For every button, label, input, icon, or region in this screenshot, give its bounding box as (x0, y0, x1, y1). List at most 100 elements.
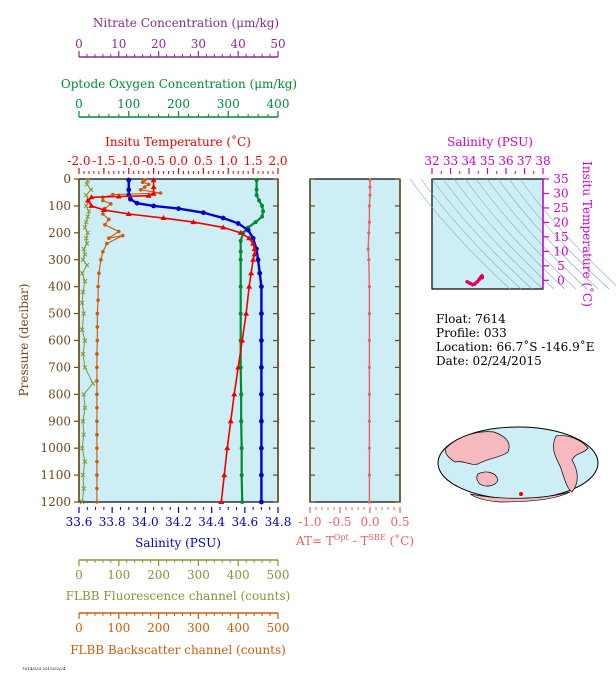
map-land-antarctica (469, 491, 571, 503)
insitu-temperature-point (190, 219, 197, 225)
flbb-fluorescence-channel-point (80, 418, 86, 424)
insitu-temperature-point (145, 192, 152, 198)
ts-salinity-tick-label: 33 (443, 154, 458, 168)
at-tick-label: -1.0 (298, 515, 321, 529)
at-point (367, 311, 371, 316)
pressure-tick-label: 1100 (40, 468, 71, 482)
flbb-fluorescence-channel-point (79, 445, 85, 451)
fluorescence-axis-title: FLBB Fluorescence channel (counts) (66, 589, 291, 603)
flbb-backscatter-channel-point (95, 392, 99, 397)
salinity-tick-label: 34.8 (265, 515, 292, 529)
fluorescence-tick-label: 0 (75, 568, 83, 582)
optode-oxygen-concentration-point (254, 193, 259, 198)
insitu-temperature-point (218, 499, 225, 504)
flbb-fluorescence-channel-point (82, 405, 88, 411)
flbb-backscatter-channel-point (101, 212, 105, 216)
nitrate-tick-label: 20 (151, 37, 166, 51)
temperature-tick-label: 1.5 (244, 154, 263, 168)
optode-oxygen-concentration-point (254, 178, 259, 183)
info-date: Date: 02/24/2015 (436, 354, 542, 368)
salinity-axis-title: Salinity (PSU) (135, 536, 221, 550)
oxygen-tick-label: 400 (267, 97, 290, 111)
ts-isopycnal (453, 178, 555, 290)
at-point (367, 285, 371, 289)
flbb-backscatter-channel-point (117, 229, 121, 234)
flbb-backscatter-channel-point (101, 198, 105, 203)
insitu-temperature-point (221, 472, 228, 478)
backscatter-axis-title: FLBB Backscatter channel (counts) (70, 643, 286, 657)
flbb-fluorescence-channel-point (81, 246, 87, 252)
flbb-fluorescence-channel-point (82, 459, 88, 464)
temperature-tick-label: 0.0 (169, 154, 188, 168)
backscatter-tick-label: 100 (107, 621, 130, 635)
flbb-fluorescence-channel-point (79, 327, 85, 333)
insitu-temperature-point (220, 224, 227, 230)
salinity-point (126, 177, 132, 183)
at-point (367, 258, 371, 262)
at-title-mid: - T (349, 534, 369, 548)
flbb-backscatter-channel-point (95, 459, 99, 464)
salinity-point (259, 418, 264, 424)
ts-isopycnal (508, 178, 610, 290)
flbb-fluorescence-channel-point (80, 351, 86, 357)
pressure-tick-label: 700 (48, 360, 71, 374)
salinity-point (259, 445, 264, 451)
backscatter-tick-label: 500 (267, 621, 290, 635)
at-point (367, 419, 371, 423)
flbb-backscatter-channel-point (101, 249, 105, 254)
ts-salinity-tick-label: 38 (535, 154, 550, 168)
flbb-fluorescence-channel-point (81, 311, 87, 316)
flbb-backscatter-channel-point (95, 500, 99, 504)
flbb-backscatter-channel-point (107, 217, 111, 222)
ts-salinity-tick-label: 35 (480, 154, 495, 168)
t-s-point (472, 282, 477, 286)
flbb-backscatter-channel-point (95, 379, 99, 383)
oxygen-axis-title: Optode Oxygen Concentration (μm/kg) (61, 77, 297, 91)
flbb-backscatter-channel-point (95, 338, 100, 343)
at-point (368, 193, 372, 197)
insitu-temperature-point (250, 256, 257, 262)
ts-isopycnal (442, 178, 544, 290)
nitrate-axis-title: Nitrate Concentration (μm/kg) (93, 16, 279, 30)
world-map-globe (437, 426, 599, 503)
flbb-fluorescence-channel-point (84, 262, 90, 268)
flbb-backscatter-channel-point (105, 241, 109, 246)
temperature-axis-title: Insitu Temperature (˚C) (105, 134, 251, 149)
flbb-fluorescence-channel-point (82, 365, 88, 370)
temperature-tick-label: 1.0 (219, 154, 238, 168)
flbb-fluorescence-channel-point (82, 252, 88, 257)
at-point (367, 231, 371, 235)
flbb-backscatter-channel-point (95, 352, 99, 356)
salinity-point (259, 338, 264, 343)
pressure-tick-label: 1000 (40, 441, 71, 455)
oxygen-tick-label: 0 (75, 97, 83, 111)
salinity-tick-label: 34.0 (132, 515, 159, 529)
salinity-point (259, 391, 264, 397)
salinity-tick-label: 34.6 (231, 515, 258, 529)
flbb-backscatter-channel-point (97, 271, 101, 276)
salinity-tick-label: 34.4 (198, 515, 225, 529)
ts-temperature-tick-label: 20 (553, 215, 568, 229)
optode-oxygen-concentration-point (238, 257, 243, 262)
ts-salinity-tick-label: 36 (498, 154, 513, 168)
ts-salinity-tick-label: 37 (517, 154, 532, 168)
flbb-fluorescence-channel-point (84, 182, 90, 187)
at-point (367, 338, 371, 343)
nitrate-tick-label: 0 (75, 37, 83, 51)
flbb-fluorescence-channel-point (79, 499, 85, 505)
t-s-point (480, 275, 484, 280)
backscatter-tick-label: 0 (75, 621, 83, 635)
insitu-temperature-point (100, 206, 107, 212)
flbb-backscatter-channel-point (95, 473, 99, 477)
flbb-fluorescence-channel-point (80, 289, 86, 295)
flbb-fluorescence-channel-point (88, 187, 94, 193)
flbb-backscatter-channel-point (146, 182, 151, 187)
fluorescence-tick-label: 100 (107, 568, 130, 582)
info-float: Float: 7614 (436, 312, 506, 326)
flbb-backscatter-channel-point (96, 298, 100, 302)
salinity-point (245, 227, 251, 233)
nitrate-tick-label: 30 (191, 37, 206, 51)
insitu-temperature-point (251, 251, 258, 257)
flbb-backscatter-channel-point (95, 311, 100, 316)
at-title-suffix: (˚C) (386, 533, 414, 548)
